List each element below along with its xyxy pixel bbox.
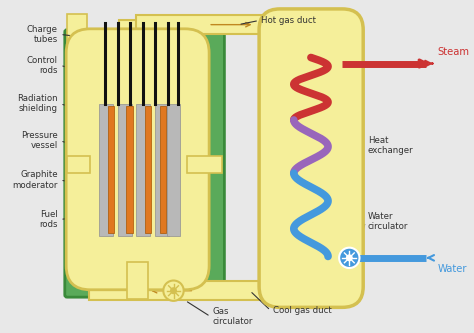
- Bar: [118, 104, 132, 236]
- Text: Hot gas duct: Hot gas duct: [261, 16, 317, 25]
- Bar: [108, 106, 114, 233]
- Text: Cool gas duct: Cool gas duct: [273, 306, 332, 315]
- Bar: [67, 269, 222, 295]
- Bar: [155, 104, 169, 236]
- Bar: [116, 32, 155, 58]
- Circle shape: [164, 280, 184, 301]
- Bar: [145, 106, 151, 233]
- Text: Water
circulator: Water circulator: [368, 212, 408, 231]
- Bar: [100, 104, 113, 236]
- Text: Heat
exchanger: Heat exchanger: [368, 136, 413, 155]
- Circle shape: [171, 288, 176, 293]
- Bar: [166, 104, 181, 236]
- Bar: [200, 32, 222, 295]
- FancyBboxPatch shape: [79, 44, 210, 283]
- Bar: [187, 156, 222, 173]
- Text: Fuel
rods: Fuel rods: [39, 210, 58, 229]
- Bar: [137, 15, 319, 34]
- Bar: [116, 32, 155, 58]
- Bar: [89, 281, 319, 300]
- Bar: [160, 106, 166, 233]
- Bar: [300, 14, 323, 34]
- Text: Graphite
moderator: Graphite moderator: [12, 170, 58, 190]
- Text: Gas
circulator: Gas circulator: [213, 307, 253, 326]
- Text: Steam: Steam: [437, 47, 469, 57]
- Bar: [67, 32, 222, 58]
- Text: Control
rods: Control rods: [27, 56, 58, 75]
- Text: Radiation
shielding: Radiation shielding: [17, 94, 58, 114]
- Bar: [67, 14, 87, 44]
- Bar: [119, 20, 153, 44]
- FancyBboxPatch shape: [66, 29, 209, 290]
- Bar: [102, 269, 199, 295]
- Bar: [67, 156, 90, 173]
- Text: Pressure
vessel: Pressure vessel: [21, 131, 58, 151]
- Bar: [67, 156, 90, 173]
- Circle shape: [346, 255, 352, 261]
- Bar: [137, 104, 150, 236]
- Circle shape: [339, 248, 359, 268]
- Bar: [126, 106, 133, 233]
- Text: Charge
tubes: Charge tubes: [27, 25, 58, 44]
- Text: Water: Water: [437, 264, 467, 274]
- Bar: [300, 267, 323, 300]
- FancyBboxPatch shape: [65, 30, 224, 297]
- Bar: [127, 262, 148, 299]
- Bar: [67, 32, 89, 295]
- FancyBboxPatch shape: [259, 9, 363, 307]
- Bar: [187, 156, 222, 173]
